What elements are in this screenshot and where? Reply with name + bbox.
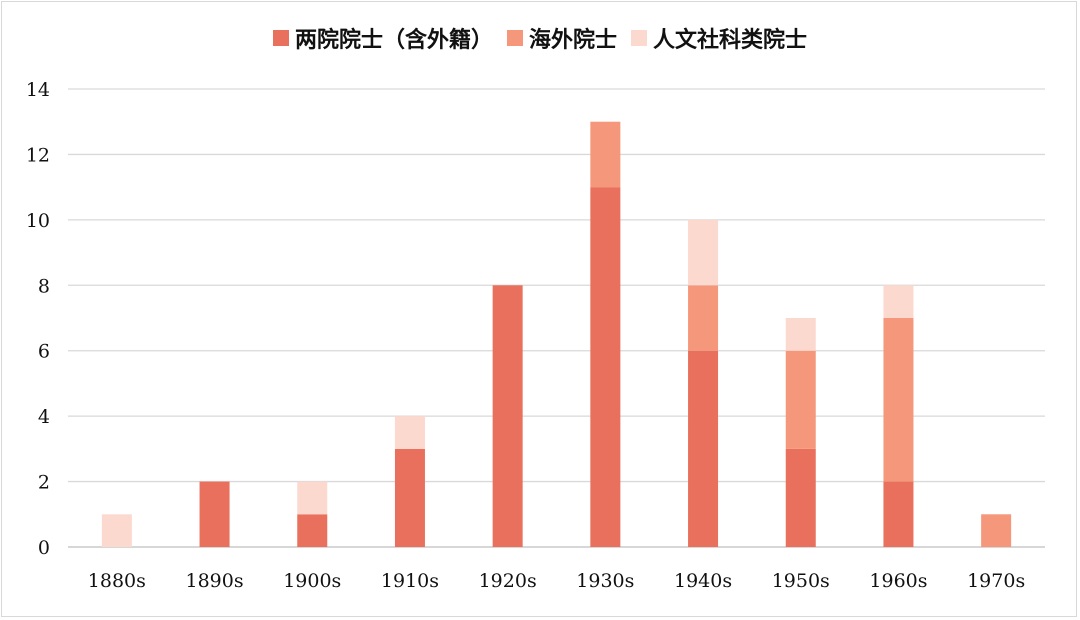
y-tick-label: 8 [38,275,50,297]
legend-swatch [631,30,647,46]
bar-segment [785,448,816,547]
x-tick-label: 1970s [967,570,1025,592]
x-tick-label: 1910s [381,570,439,592]
bar-segment [688,350,719,547]
x-tick-label: 1900s [283,570,341,592]
legend-swatch [506,30,523,46]
bar-segment [297,514,328,547]
legend-item-academicians: 两院院士（含外籍） [272,22,493,54]
legend: 两院院士（含外籍） 海外院士 人文社科类院士 [0,22,1080,54]
bar-segment [199,481,230,547]
legend-label: 两院院士（含外籍） [294,28,493,53]
bar-segment [688,285,719,351]
y-tick-label: 2 [38,472,50,494]
x-tick-label: 1890s [185,570,243,592]
legend-item-humanities: 人文社科类院士 [631,22,807,54]
legend-label: 人文社科类院士 [653,28,808,53]
y-tick-label: 14 [26,79,50,101]
bar-segment [297,481,328,515]
bar-segment [492,285,523,547]
bar-segment [101,514,132,547]
legend-swatch [272,30,289,46]
bar-segment [394,416,425,449]
y-tick-label: 4 [38,406,50,428]
x-tick-label: 1930s [576,570,634,592]
bar-segment [883,481,914,547]
x-tick-label: 1960s [869,570,927,592]
bar-segment [590,121,621,188]
bar-segment [785,350,816,449]
y-tick-label: 12 [26,144,50,166]
x-tick-label: 1940s [674,570,732,592]
bar-segment [394,448,425,547]
bar-segment [981,514,1012,547]
x-tick-label: 1880s [88,570,146,592]
bar-segment [590,187,621,547]
legend-item-overseas: 海外院士 [506,22,617,54]
y-tick-label: 6 [38,341,50,363]
x-tick-label: 1950s [772,570,830,592]
y-tick-label: 0 [38,537,50,559]
bar-segment [688,219,719,286]
bar-segment [883,318,914,482]
legend-label: 海外院士 [528,28,617,53]
x-tick-label: 1920s [479,570,537,592]
bar-segment [883,285,914,318]
bar-segment [785,318,816,351]
y-tick-label: 10 [26,210,50,232]
